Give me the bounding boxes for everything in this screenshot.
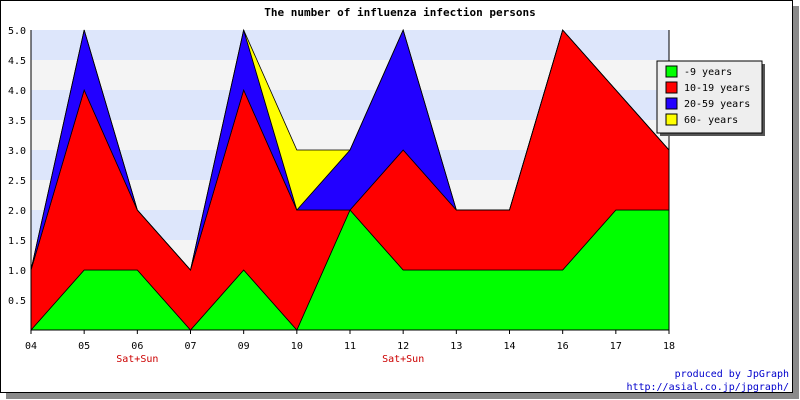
x-tick-label: 18 xyxy=(663,341,675,352)
y-tick-label: 2.0 xyxy=(8,206,26,217)
x-tick-label: 05 xyxy=(78,341,90,352)
legend: -9 years 10-19 years 20-59 years 60- years xyxy=(656,60,765,136)
x-tick-label: 11 xyxy=(344,341,356,352)
legend-swatch xyxy=(665,97,678,110)
x-tick-label: 04 xyxy=(25,341,37,352)
frame-shadow-bottom xyxy=(6,393,799,399)
legend-label: 10-19 years xyxy=(684,83,750,94)
legend-swatch xyxy=(665,65,678,78)
frame-shadow-right xyxy=(793,6,799,399)
x-tick-label: 14 xyxy=(503,341,515,352)
credit-line-2: http://asial.co.jp/jpgraph/ xyxy=(626,382,789,393)
x-tick-label: 12 xyxy=(397,341,409,352)
legend-label: 60- years xyxy=(684,115,738,126)
x-tick-label: 17 xyxy=(610,341,622,352)
legend-label: -9 years xyxy=(684,67,732,78)
legend-swatch xyxy=(665,81,678,94)
y-tick-label: 1.5 xyxy=(8,236,26,247)
legend-label: 20-59 years xyxy=(684,99,750,110)
weekend-annotations: Sat+Sun Sat+Sun xyxy=(116,354,424,365)
y-tick-label: 0.5 xyxy=(8,296,26,307)
y-tick-label: 2.5 xyxy=(8,176,26,187)
x-tick-label: 10 xyxy=(291,341,303,352)
y-tick-label: 5.0 xyxy=(8,26,26,37)
x-tick-label: 13 xyxy=(450,341,462,352)
y-tick-label: 1.0 xyxy=(8,266,26,277)
chart-title: The number of influenza infection person… xyxy=(264,6,536,19)
x-tick-label: 06 xyxy=(131,341,143,352)
credit-line-1: produced by JpGraph xyxy=(675,369,789,380)
y-tick-labels: 0.5 1.0 1.5 2.0 2.5 3.0 3.5 4.0 4.5 5.0 xyxy=(8,26,26,307)
x-tick-label: 07 xyxy=(184,341,196,352)
weekend-annotation: Sat+Sun xyxy=(116,354,158,365)
y-tick-label: 3.0 xyxy=(8,146,26,157)
y-tick-label: 4.0 xyxy=(8,86,26,97)
legend-swatch xyxy=(665,113,678,126)
x-tick-labels: 04 05 06 07 09 10 11 12 13 14 16 17 18 xyxy=(25,341,675,352)
y-tick-label: 4.5 xyxy=(8,56,26,67)
x-tick-label: 09 xyxy=(238,341,250,352)
weekend-annotation: Sat+Sun xyxy=(382,354,424,365)
x-tick-label: 16 xyxy=(557,341,569,352)
y-tick-label: 3.5 xyxy=(8,116,26,127)
